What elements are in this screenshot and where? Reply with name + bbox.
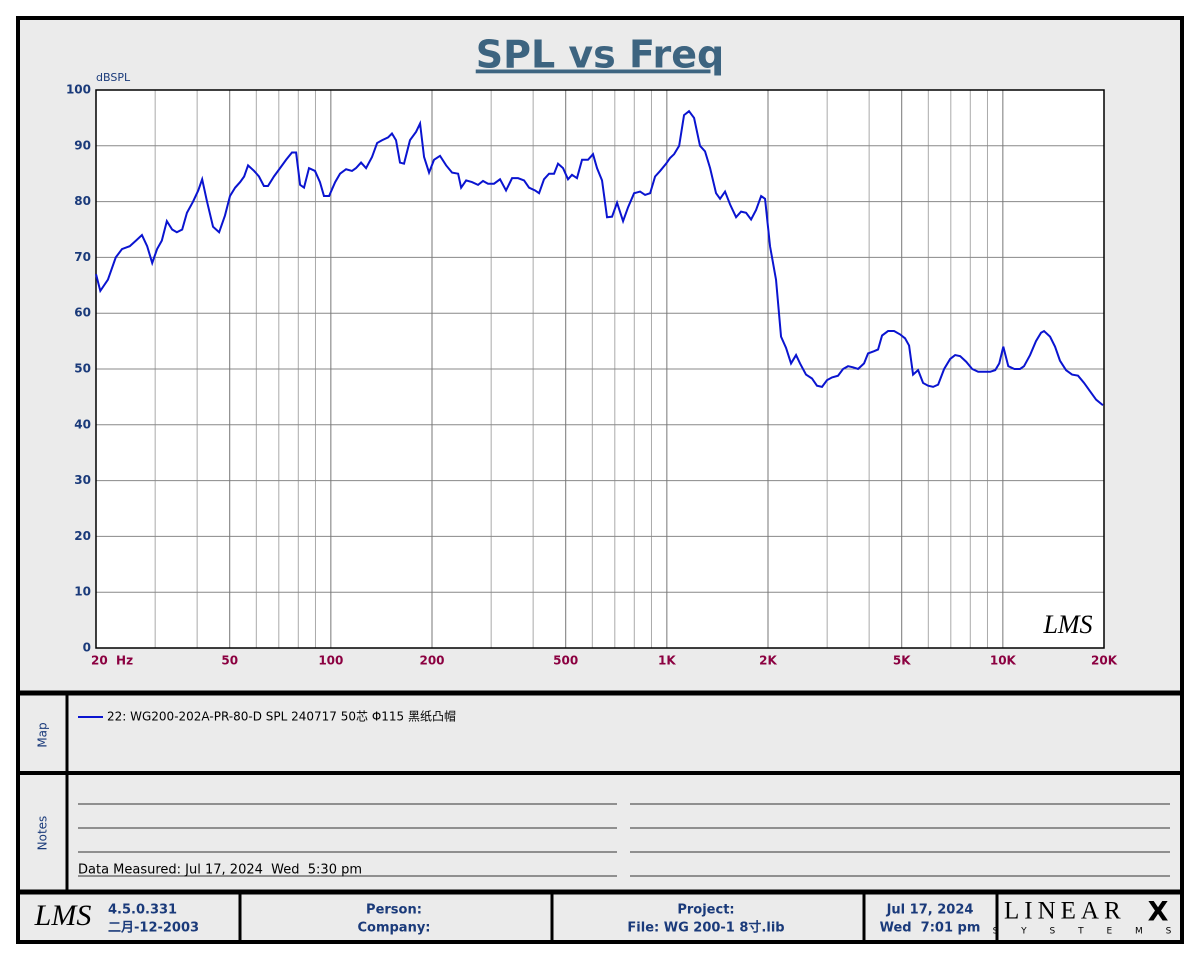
brand-x: X — [1148, 897, 1169, 928]
y-tick-label: 90 — [74, 138, 91, 152]
y-tick-label: 30 — [74, 473, 91, 487]
x-tick-label: 20 Hz — [91, 654, 133, 668]
footer-logo: LMS — [34, 899, 92, 932]
chart-title: SPL vs Freq — [476, 33, 725, 77]
person: Person: — [366, 903, 422, 918]
notes-label: Notes — [36, 816, 50, 851]
brand-sub: S Y S T E M S — [993, 927, 1182, 937]
brand: LINEAR — [1004, 898, 1126, 925]
y-tick-label: 60 — [74, 306, 91, 320]
y-tick-label: 20 — [74, 529, 91, 543]
plot-border — [95, 89, 1105, 649]
project: Project: — [677, 903, 734, 918]
y-tick-label: 100 — [66, 83, 91, 97]
date: Jul 17, 2024 — [886, 903, 974, 918]
y-tick-label: 70 — [74, 250, 91, 264]
spl-curve — [95, 109, 1104, 407]
x-tick-label: 200 — [419, 654, 444, 668]
y-tick-label: 10 — [74, 585, 91, 599]
x-tick-label: 20K — [1091, 654, 1118, 668]
y-tick-label: 50 — [74, 362, 91, 376]
legend-entry: 22: WG200-202A-PR-80-D SPL 240717 50芯 Φ1… — [107, 709, 456, 724]
notes-text: Data Measured: Jul 17, 2024 Wed 5:30 pm — [78, 863, 362, 878]
y-tick-label: 0 — [83, 641, 91, 655]
x-tick-label: 2K — [759, 654, 777, 668]
time: Wed 7:01 pm — [880, 921, 981, 936]
x-tick-label: 5K — [893, 654, 911, 668]
map-label: Map — [36, 722, 50, 747]
x-tick-label: 50 — [221, 654, 238, 668]
notes-lines — [78, 803, 1170, 877]
x-tick-label: 500 — [553, 654, 578, 668]
y-axis-unit: dBSPL — [96, 71, 131, 84]
x-tick-label: 10K — [990, 654, 1017, 668]
company: Company: — [357, 921, 430, 936]
watermark: LMS — [1042, 610, 1092, 639]
y-tick-label: 80 — [74, 194, 91, 208]
version: 4.5.0.331 — [108, 903, 177, 918]
x-tick-label: 1K — [658, 654, 676, 668]
x-tick-label: 100 — [318, 654, 343, 668]
y-tick-label: 40 — [74, 417, 91, 431]
file: File: WG 200-1 8寸.lib — [627, 920, 784, 936]
build-date: 二月-12-2003 — [108, 921, 199, 936]
